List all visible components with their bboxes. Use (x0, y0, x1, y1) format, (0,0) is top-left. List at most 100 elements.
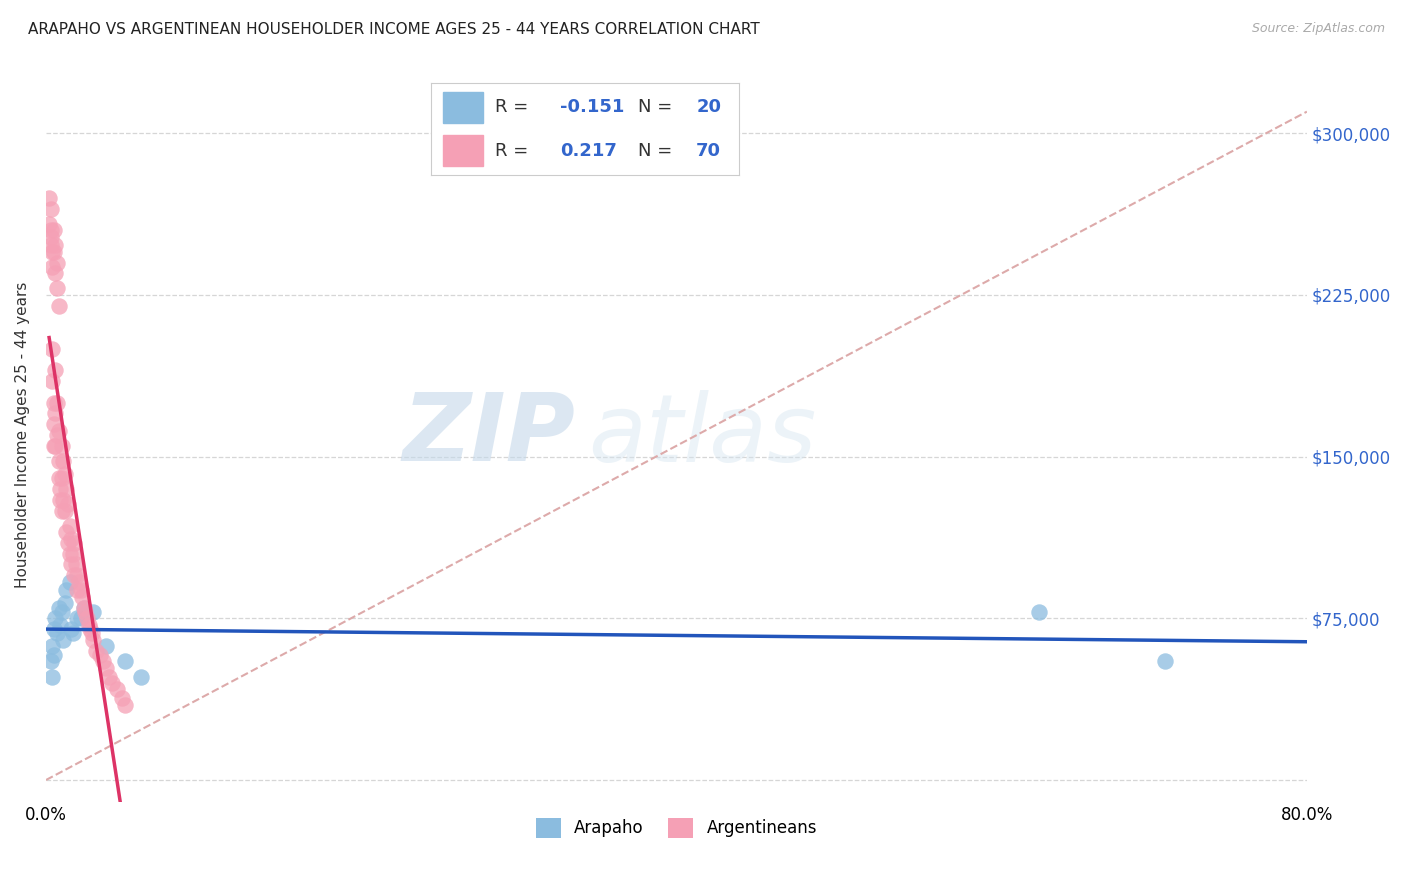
Point (73, 600, 96, 615)
Point (82, 632, 104, 647)
Point (55, 482, 77, 496)
Point (62, 547, 84, 561)
Point (44, 363, 66, 377)
Point (60, 622, 83, 636)
Point (53, 503, 76, 517)
Point (42, 244, 65, 259)
Point (59, 547, 82, 561)
Point (73, 600, 96, 615)
Point (39, 655, 62, 669)
Point (42, 648, 65, 662)
Point (46, 281, 69, 295)
Point (66, 611, 89, 625)
Point (69, 611, 91, 625)
Y-axis label: Householder Income Ages 25 - 44 years: Householder Income Ages 25 - 44 years (15, 282, 30, 588)
Point (75, 605, 97, 619)
Point (53, 467, 76, 481)
Point (105, 682, 128, 697)
Point (63, 536, 86, 550)
Point (94, 640, 117, 654)
Point (66, 583, 89, 598)
Point (59, 518, 82, 533)
Point (98, 669, 121, 683)
Point (56, 497, 79, 511)
Point (114, 698, 136, 712)
Point (60, 532, 83, 546)
Point (55, 583, 77, 598)
Point (39, 238, 62, 252)
Point (94, 661, 117, 675)
Point (56, 536, 79, 550)
Point (44, 439, 66, 453)
Point (41, 669, 63, 683)
Point (44, 611, 66, 625)
Point (51, 503, 73, 517)
Point (82, 605, 104, 619)
Point (86, 643, 108, 657)
Point (48, 600, 70, 615)
Point (1028, 605, 1050, 619)
Point (42, 417, 65, 432)
Point (63, 568, 86, 582)
Point (53, 596, 76, 610)
Point (41, 374, 63, 388)
Point (49, 492, 72, 507)
Point (48, 454, 70, 468)
Point (62, 626, 84, 640)
Text: ZIP: ZIP (402, 389, 575, 481)
Point (42, 622, 65, 636)
Point (52, 454, 75, 468)
Point (38, 191, 60, 205)
Point (69, 583, 91, 598)
Point (52, 492, 75, 507)
Point (41, 342, 63, 356)
Text: atlas: atlas (588, 390, 817, 481)
Text: Source: ZipAtlas.com: Source: ZipAtlas.com (1251, 22, 1385, 36)
Point (44, 238, 66, 252)
Point (44, 266, 66, 280)
Point (60, 558, 83, 572)
Point (48, 299, 70, 313)
Point (51, 605, 73, 619)
Point (46, 626, 69, 640)
Point (79, 622, 101, 636)
Point (49, 617, 72, 632)
Point (51, 471, 73, 485)
Point (49, 482, 72, 496)
Point (41, 244, 63, 259)
Point (59, 574, 82, 589)
Point (42, 223, 65, 237)
Point (65, 558, 87, 572)
Point (46, 428, 69, 442)
Point (38, 217, 60, 231)
Point (44, 407, 66, 421)
Point (39, 223, 62, 237)
Point (41, 260, 63, 274)
Point (42, 395, 65, 409)
Point (91, 655, 114, 669)
Point (41, 640, 63, 654)
Point (101, 676, 124, 690)
Point (76, 611, 98, 625)
Point (67, 574, 90, 589)
Point (55, 524, 77, 539)
Point (129, 669, 152, 683)
Legend: Arapaho, Argentineans: Arapaho, Argentineans (529, 811, 824, 845)
Point (42, 439, 65, 453)
Point (39, 229, 62, 244)
Point (52, 632, 75, 647)
Point (80, 626, 103, 640)
Point (39, 202, 62, 216)
Point (48, 424, 70, 438)
Point (114, 655, 136, 669)
Point (46, 395, 69, 409)
Point (66, 568, 89, 582)
Point (89, 648, 111, 662)
Point (70, 590, 93, 604)
Point (77, 617, 100, 632)
Point (1154, 655, 1177, 669)
Point (48, 471, 70, 485)
Point (46, 255, 69, 269)
Text: ARAPAHO VS ARGENTINEAN HOUSEHOLDER INCOME AGES 25 - 44 YEARS CORRELATION CHART: ARAPAHO VS ARGENTINEAN HOUSEHOLDER INCOM… (28, 22, 759, 37)
Point (51, 439, 73, 453)
